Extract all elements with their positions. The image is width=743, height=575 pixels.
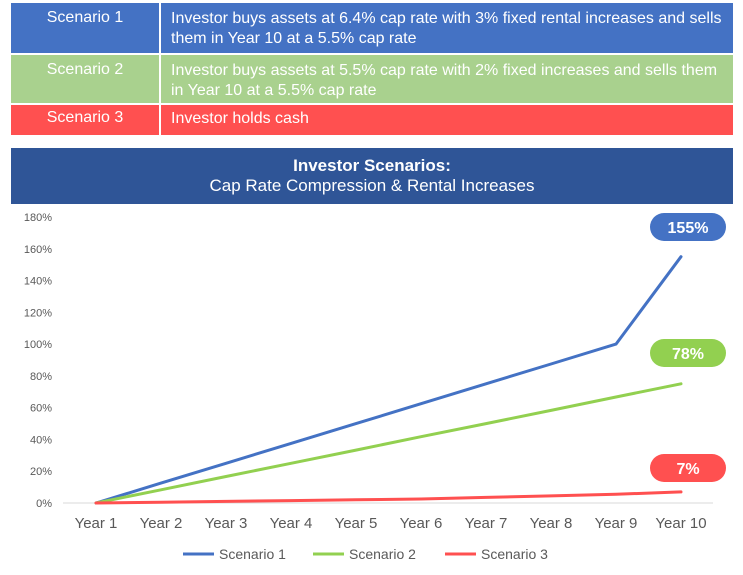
x-tick-label: Year 8 bbox=[530, 515, 573, 532]
scenario-3-name: Scenario 3 bbox=[11, 105, 161, 135]
y-tick-label: 80% bbox=[30, 371, 52, 383]
y-tick-label: 40% bbox=[30, 434, 52, 446]
legend-label-3: Scenario 3 bbox=[481, 546, 548, 562]
end-label-1: 155% bbox=[668, 220, 709, 237]
x-tick-label: Year 9 bbox=[595, 515, 638, 532]
x-tick-label: Year 2 bbox=[140, 515, 183, 532]
y-tick-label: 20% bbox=[30, 466, 52, 478]
scenario-row-1: Scenario 1 Investor buys assets at 6.4% … bbox=[11, 3, 733, 55]
series-line-1 bbox=[94, 255, 683, 505]
legend-label-2: Scenario 2 bbox=[349, 546, 416, 562]
y-tick-label: 60% bbox=[30, 403, 52, 415]
line-chart: 0% 20% 40% 60% 80% 100% 120% 140% 160% 180% Year 1… bbox=[24, 212, 726, 562]
scenario-row-3: Scenario 3 Investor holds cash bbox=[11, 105, 733, 137]
chart-header: Investor Scenarios: Cap Rate Compression… bbox=[11, 148, 733, 204]
end-label-2: 78% bbox=[672, 346, 704, 363]
scenario-1-description: Investor buys assets at 6.4% cap rate wi… bbox=[171, 10, 722, 47]
x-tick-label: Year 5 bbox=[335, 515, 378, 532]
legend-label-1: Scenario 1 bbox=[219, 546, 286, 562]
series-line-2 bbox=[94, 382, 683, 505]
x-tick-label: Year 10 bbox=[655, 515, 706, 532]
y-tick-label: 0% bbox=[36, 498, 52, 510]
end-label-badge-1 bbox=[650, 213, 726, 241]
y-tick-label: 180% bbox=[24, 212, 52, 224]
scenario-2-description: Investor buys assets at 5.5% cap rate wi… bbox=[171, 62, 718, 99]
scenario-1-name: Scenario 1 bbox=[11, 3, 161, 53]
chart-title: Investor Scenarios: bbox=[293, 156, 451, 175]
x-tick-label: Year 6 bbox=[400, 515, 443, 532]
x-tick-label: Year 4 bbox=[270, 515, 313, 532]
series-line-3 bbox=[94, 490, 683, 505]
end-label-badge-3 bbox=[650, 454, 726, 482]
x-tick-label: Year 3 bbox=[205, 515, 248, 532]
y-tick-label: 120% bbox=[24, 307, 52, 319]
x-tick-label: Year 7 bbox=[465, 515, 508, 532]
chart-subtitle: Cap Rate Compression & Rental Increases bbox=[209, 176, 535, 195]
scenario-3-description: Investor holds cash bbox=[171, 110, 309, 127]
y-tick-label: 100% bbox=[24, 339, 52, 351]
scenario-table: Scenario 1 Investor buys assets at 6.4% … bbox=[11, 3, 733, 137]
scenario-2-name: Scenario 2 bbox=[11, 55, 161, 103]
end-label-3: 7% bbox=[676, 461, 699, 478]
end-label-badge-2 bbox=[650, 339, 726, 367]
y-tick-label: 140% bbox=[24, 276, 52, 288]
y-tick-label: 160% bbox=[24, 244, 52, 256]
x-tick-label: Year 1 bbox=[75, 515, 118, 532]
scenario-row-2: Scenario 2 Investor buys assets at 5.5% … bbox=[11, 55, 733, 105]
